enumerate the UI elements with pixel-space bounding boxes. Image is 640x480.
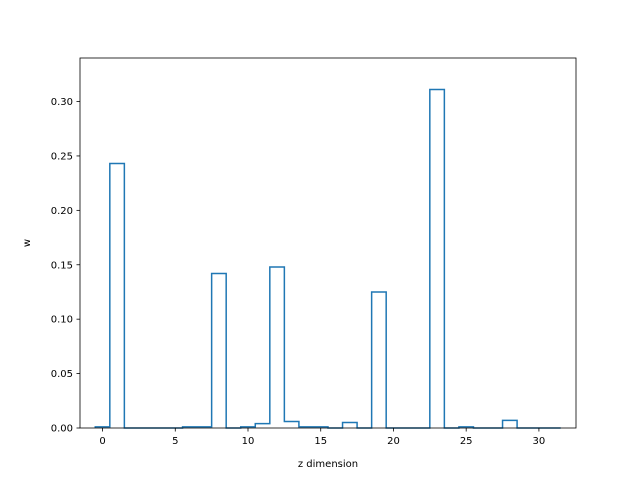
y-tick-label: 0.25 <box>51 151 73 162</box>
x-axis-ticks: 0 5 10 15 20 25 30 <box>99 428 545 447</box>
y-tick-label: 0.10 <box>51 315 73 326</box>
y-tick-label: 0.00 <box>51 424 73 435</box>
y-axis-ticks: 0.00 0.05 0.10 0.15 0.20 0.25 0.30 <box>51 97 80 435</box>
y-tick-label: 0.30 <box>51 97 73 108</box>
x-tick-label: 20 <box>387 436 400 447</box>
y-tick-label: 0.05 <box>51 369 73 380</box>
x-tick-label: 15 <box>314 436 327 447</box>
x-axis-label: z dimension <box>298 459 358 470</box>
y-tick-label: 0.20 <box>51 206 73 217</box>
x-tick-label: 25 <box>460 436 473 447</box>
y-tick-label: 0.15 <box>51 260 73 271</box>
y-axis-label: w <box>22 239 33 247</box>
x-tick-label: 5 <box>172 436 178 447</box>
x-tick-label: 10 <box>242 436 255 447</box>
plot-area <box>80 58 576 428</box>
x-tick-label: 0 <box>99 436 105 447</box>
x-tick-label: 30 <box>533 436 546 447</box>
plot-frame <box>79 57 577 429</box>
